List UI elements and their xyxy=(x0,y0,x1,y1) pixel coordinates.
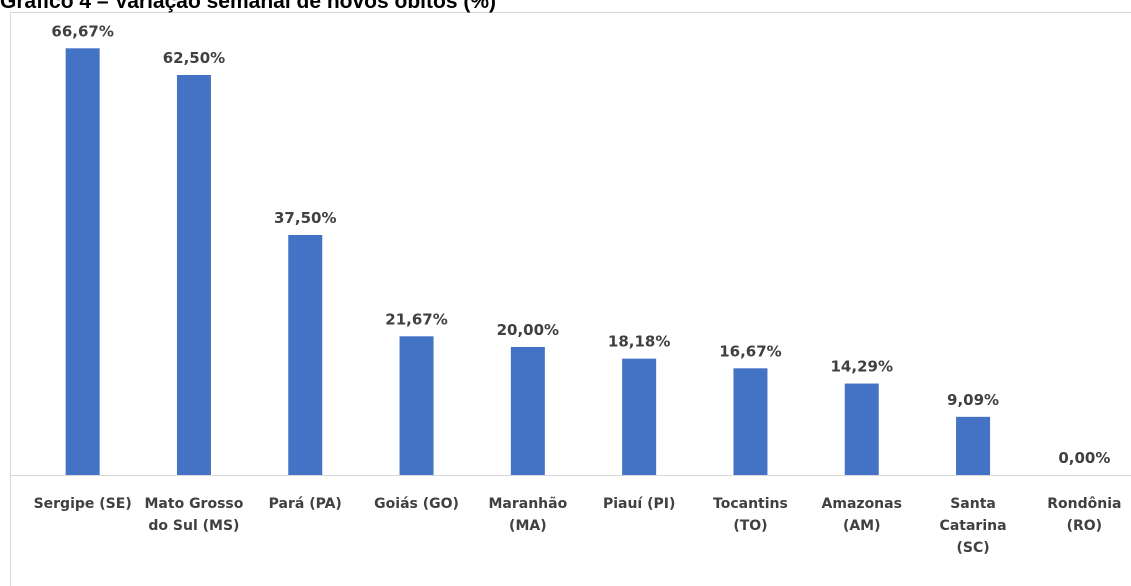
value-label: 18,18% xyxy=(608,333,670,351)
value-label: 37,50% xyxy=(274,209,336,227)
x-tick-label: Goiás (GO) xyxy=(374,496,459,512)
value-label: 62,50% xyxy=(163,49,225,67)
value-label: 66,67% xyxy=(51,22,113,40)
value-label: 0,00% xyxy=(1058,449,1110,467)
x-tick-label: Tocantins (TO) xyxy=(713,496,788,534)
value-label: 20,00% xyxy=(497,321,559,339)
x-tick-label: Mato Grosso do Sul (MS) xyxy=(145,496,244,534)
value-label: 14,29% xyxy=(831,358,893,376)
bar xyxy=(176,75,211,475)
chart-title: Gráfico 4 – Variação semanal de novos ób… xyxy=(0,0,496,13)
bar xyxy=(844,383,879,475)
x-tick-label: Amazonas (AM) xyxy=(822,496,902,534)
x-tick-label: Pará (PA) xyxy=(269,496,342,512)
x-tick-label: Santa Catarina (SC) xyxy=(940,496,1007,556)
x-tick-label: Maranhão (MA) xyxy=(488,496,567,534)
bar xyxy=(399,336,434,475)
bar xyxy=(622,358,657,475)
chart-frame xyxy=(10,12,1131,586)
bar xyxy=(956,416,991,475)
value-label: 9,09% xyxy=(947,391,999,409)
x-tick-label: Piauí (PI) xyxy=(603,496,675,512)
x-tick-label: Rondônia (RO) xyxy=(1047,496,1121,534)
bar xyxy=(65,48,100,475)
bar xyxy=(510,347,545,475)
bar xyxy=(733,368,768,475)
value-label: 16,67% xyxy=(719,342,781,360)
bar xyxy=(288,235,323,475)
value-label: 21,67% xyxy=(385,310,447,328)
x-tick-label: Sergipe (SE) xyxy=(34,496,132,512)
